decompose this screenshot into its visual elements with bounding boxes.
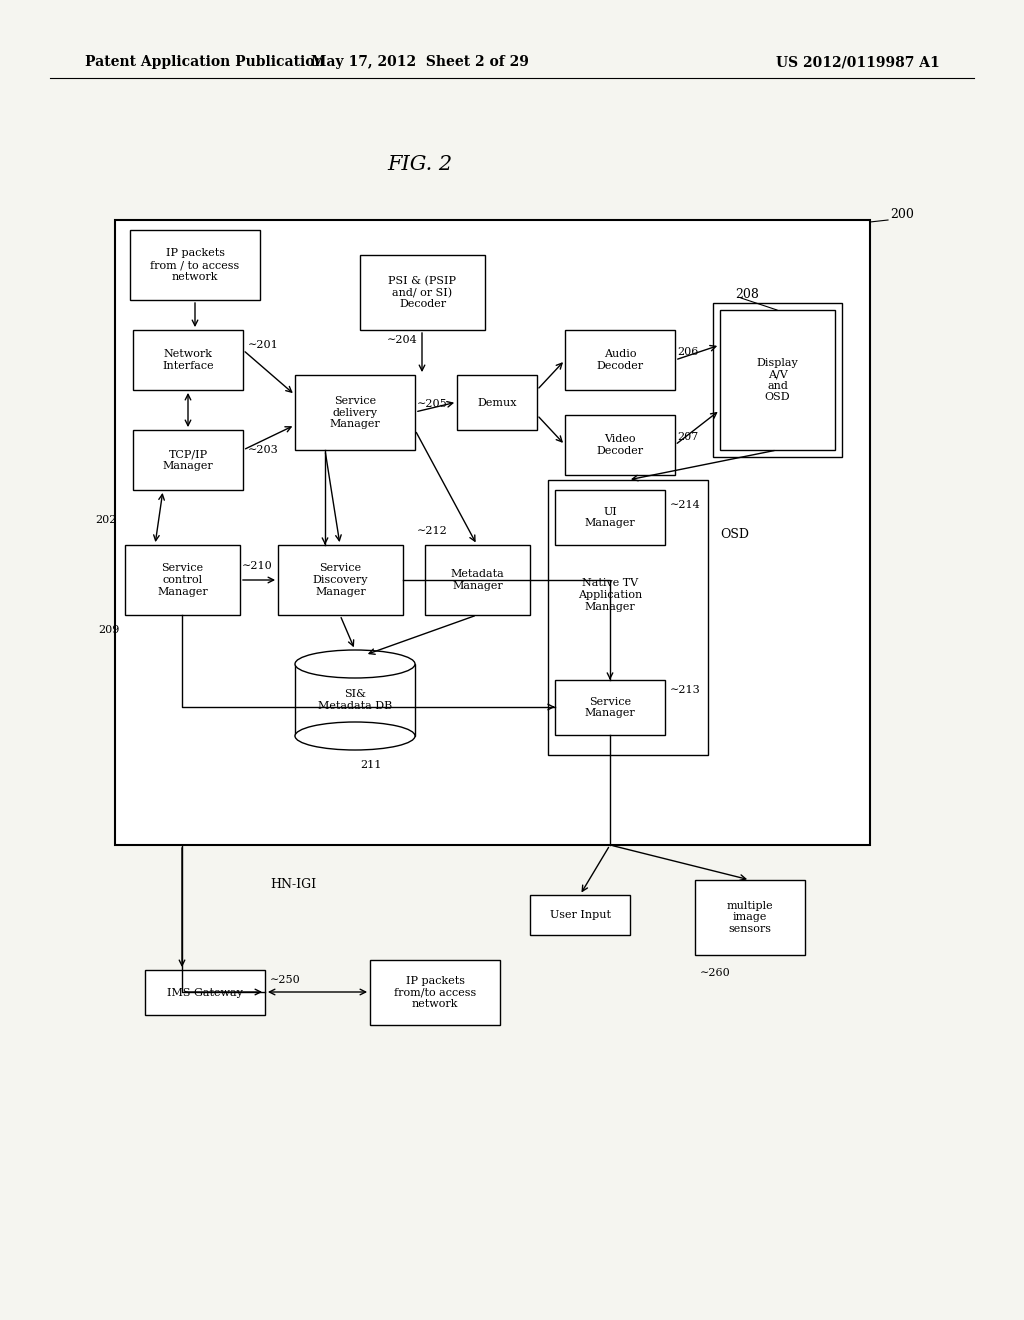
Bar <box>370 960 500 1026</box>
Text: HN-IGI: HN-IGI <box>270 879 316 891</box>
Text: 211: 211 <box>360 760 381 770</box>
Bar <box>133 330 243 389</box>
Ellipse shape <box>295 649 415 678</box>
Text: Service
Discovery
Manager: Service Discovery Manager <box>312 564 369 597</box>
Bar <box>125 545 240 615</box>
Bar <box>555 490 665 545</box>
Text: TCP/IP
Manager: TCP/IP Manager <box>163 449 213 471</box>
Text: Display
A/V
and
OSD: Display A/V and OSD <box>757 358 799 403</box>
Text: Video
Decoder: Video Decoder <box>596 434 643 455</box>
Bar <box>360 255 485 330</box>
Bar <box>713 304 842 457</box>
Text: Native TV
Application
Manager: Native TV Application Manager <box>578 578 642 611</box>
Ellipse shape <box>295 722 415 750</box>
Text: multiple
image
sensors: multiple image sensors <box>727 900 773 935</box>
Text: ∼214: ∼214 <box>670 500 700 510</box>
Text: US 2012/0119987 A1: US 2012/0119987 A1 <box>776 55 940 69</box>
Text: Demux: Demux <box>477 397 517 408</box>
Bar <box>115 220 870 845</box>
Text: 206: 206 <box>677 347 698 356</box>
Text: IP packets
from/to access
network: IP packets from/to access network <box>394 975 476 1008</box>
Text: OSD: OSD <box>720 528 749 541</box>
Text: SI&
Metadata DB: SI& Metadata DB <box>317 689 392 710</box>
Text: ∼210: ∼210 <box>242 561 272 572</box>
Text: Audio
Decoder: Audio Decoder <box>596 350 643 371</box>
Bar <box>295 664 415 737</box>
Bar <box>720 310 835 450</box>
Text: Service
Manager: Service Manager <box>585 697 635 718</box>
Text: PSI & (PSIP
and/ or SI)
Decoder: PSI & (PSIP and/ or SI) Decoder <box>388 276 457 309</box>
Text: Metadata
Manager: Metadata Manager <box>451 569 505 591</box>
Bar <box>130 230 260 300</box>
Text: ∼204: ∼204 <box>387 335 418 345</box>
Bar <box>695 880 805 954</box>
Text: UI
Manager: UI Manager <box>585 507 635 528</box>
Bar <box>278 545 403 615</box>
Text: Patent Application Publication: Patent Application Publication <box>85 55 325 69</box>
Text: ∼205: ∼205 <box>417 399 447 409</box>
Text: 200: 200 <box>890 209 913 222</box>
Text: ∼250: ∼250 <box>270 975 301 985</box>
Text: FIG. 2: FIG. 2 <box>387 156 453 174</box>
Bar <box>145 970 265 1015</box>
Text: 208: 208 <box>735 289 759 301</box>
Bar <box>425 545 530 615</box>
Text: ∼213: ∼213 <box>670 685 700 696</box>
Bar <box>555 680 665 735</box>
Text: 209: 209 <box>98 624 120 635</box>
Text: ∼201: ∼201 <box>248 341 279 350</box>
Bar <box>457 375 537 430</box>
Bar <box>295 375 415 450</box>
Text: Network
Interface: Network Interface <box>162 350 214 371</box>
Text: IMS Gateway: IMS Gateway <box>167 987 243 998</box>
Text: Service
delivery
Manager: Service delivery Manager <box>330 396 380 429</box>
Text: User Input: User Input <box>550 909 610 920</box>
Text: May 17, 2012  Sheet 2 of 29: May 17, 2012 Sheet 2 of 29 <box>311 55 529 69</box>
Text: 207: 207 <box>677 432 698 442</box>
Bar <box>133 430 243 490</box>
Text: ∼203: ∼203 <box>248 445 279 455</box>
Bar <box>530 895 630 935</box>
Bar <box>565 414 675 475</box>
Text: ∼260: ∼260 <box>700 968 731 978</box>
Bar <box>548 480 708 755</box>
Text: 202: 202 <box>95 515 117 525</box>
Text: ∼212: ∼212 <box>417 525 447 536</box>
Text: IP packets
from / to access
network: IP packets from / to access network <box>151 248 240 281</box>
Bar <box>565 330 675 389</box>
Text: Service
control
Manager: Service control Manager <box>157 564 208 597</box>
